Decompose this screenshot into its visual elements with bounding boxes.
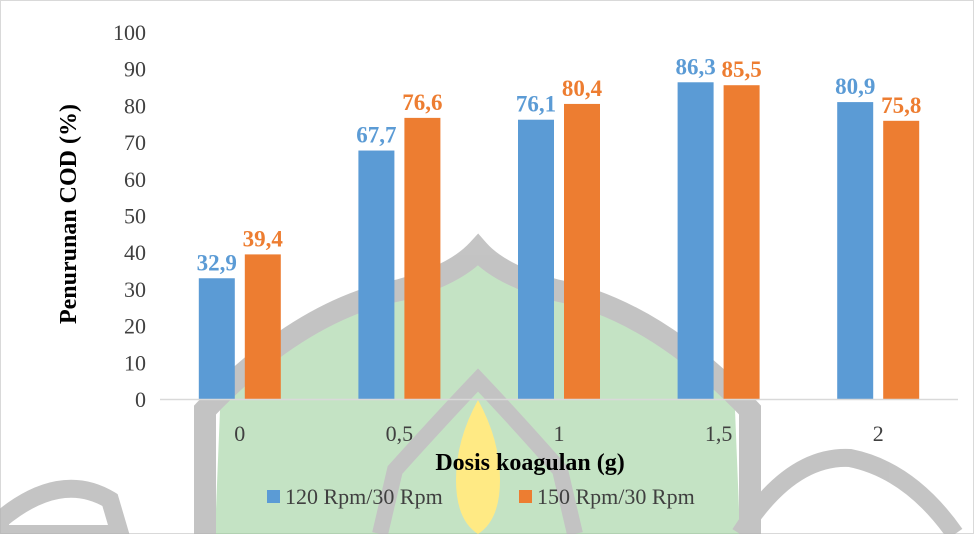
- bar: [837, 102, 874, 400]
- bar: [198, 278, 235, 399]
- data-label: 76,6: [402, 90, 442, 115]
- y-tick-label: 90: [124, 57, 146, 82]
- y-tick-label: 100: [113, 20, 146, 45]
- legend-label: 150 Rpm/30 Rpm: [537, 484, 695, 509]
- legend-swatch: [519, 490, 532, 503]
- legend-swatch: [267, 490, 280, 503]
- data-label: 75,8: [881, 93, 921, 118]
- watermark-flame: [456, 400, 500, 534]
- bars-layer: [198, 82, 920, 400]
- bar: [677, 82, 714, 400]
- y-tick-label: 20: [124, 314, 146, 339]
- y-tick-label: 60: [124, 167, 146, 192]
- watermark-arch-outline: [194, 233, 761, 534]
- watermark-right-dome: [732, 448, 963, 539]
- y-axis-title: Penurunan COD (%): [56, 104, 82, 324]
- y-tick-label: 50: [124, 204, 146, 229]
- y-tick-label: 30: [124, 277, 146, 302]
- bar: [883, 120, 920, 400]
- x-axis-title: Dosis koagulan (g): [435, 450, 624, 476]
- data-label: 85,5: [721, 57, 761, 82]
- x-tick-label: 0: [234, 421, 245, 446]
- y-tick-label: 10: [124, 350, 146, 375]
- bar: [404, 117, 441, 400]
- x-tick-label: 1: [554, 421, 565, 446]
- bar: [518, 119, 554, 399]
- bar: [564, 103, 600, 399]
- data-label: 76,1: [516, 92, 556, 117]
- university-logo-watermark: [0, 233, 963, 539]
- legend-label: 120 Rpm/30 Rpm: [285, 484, 443, 509]
- data-label: 67,7: [356, 123, 396, 148]
- legend: 120 Rpm/30 Rpm 150 Rpm/30 Rpm: [267, 484, 695, 509]
- watermark-inner-arch: [372, 368, 583, 536]
- data-label: 80,9: [835, 74, 875, 99]
- data-labels-layer: 32,9 67,7 76,1 86,3 80,9 39,4 76,6 80,4 85,5 75,8: [197, 54, 922, 275]
- data-label: 80,4: [562, 76, 603, 101]
- watermark-dome: [215, 262, 740, 534]
- data-label: 86,3: [675, 54, 715, 79]
- data-label: 32,9: [197, 250, 237, 275]
- x-tick-label: 0,5: [386, 421, 414, 446]
- bar: [723, 85, 760, 399]
- y-tick-label: 40: [124, 240, 146, 265]
- watermark-left-dome: [0, 479, 131, 539]
- y-tick-label: 0: [135, 387, 146, 412]
- data-label: 39,4: [243, 226, 284, 251]
- x-tick-label: 2: [873, 421, 884, 446]
- axes-layer: 0 10 20 30 40 50 60 70 80 90 100 0 0,5 1 1,5 2: [113, 20, 958, 446]
- y-tick-label: 80: [124, 93, 146, 118]
- bar: [358, 150, 395, 399]
- x-tick-label: 1,5: [705, 421, 733, 446]
- y-tick-label: 70: [124, 130, 146, 155]
- bar: [244, 254, 281, 399]
